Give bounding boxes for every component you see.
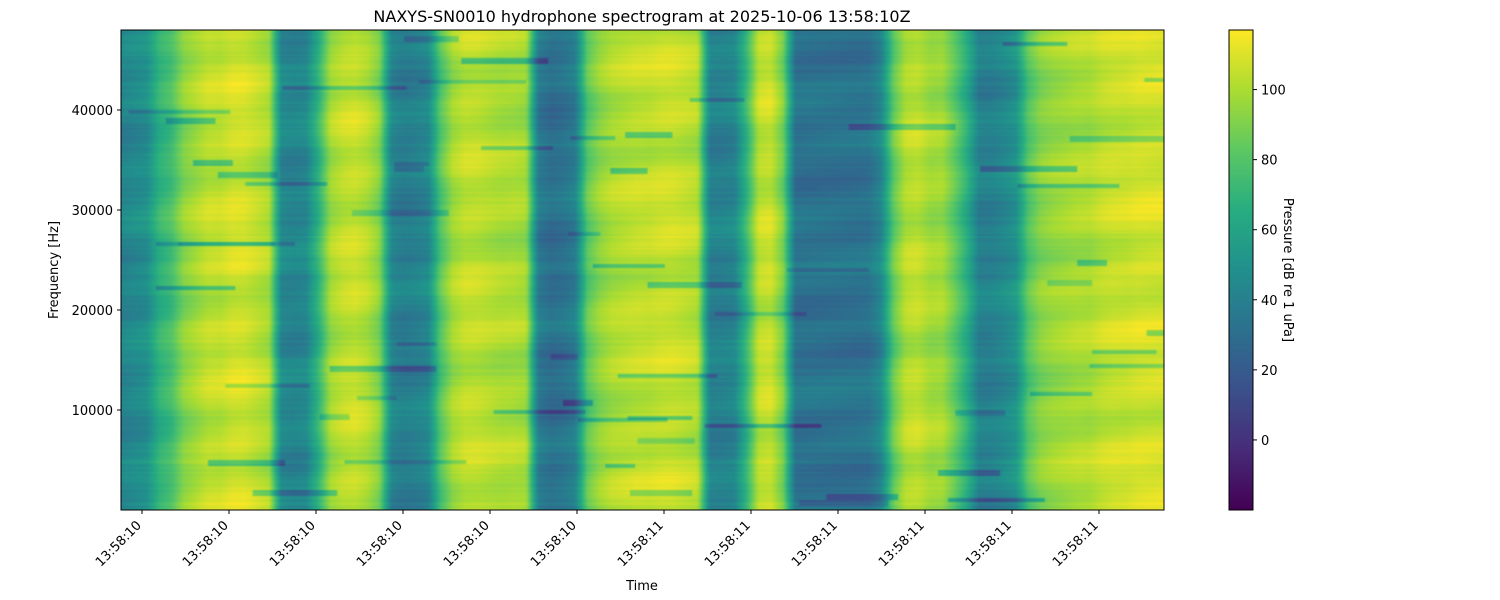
x-axis: 13:58:10 13:58:10 13:58:10 13:58:10 13:58:10…: [93, 510, 1102, 570]
y-tick-label: 40000: [72, 104, 113, 119]
x-tick-label: 13:58:11: [615, 518, 667, 570]
y-tick-label: 10000: [72, 404, 113, 419]
y-tick-label: 30000: [72, 204, 113, 219]
plot-frame: [120, 29, 1165, 511]
x-tick-label: 13:58:10: [180, 518, 232, 570]
colorbar-tick-label: 40: [1261, 294, 1278, 309]
x-tick-label: 13:58:10: [528, 518, 580, 570]
colorbar-tick-label: 100: [1261, 84, 1286, 99]
colorbar-frame: [1228, 29, 1254, 511]
y-axis: 10000 20000 30000 40000: [72, 104, 121, 419]
x-tick-label: 13:58:11: [789, 518, 841, 570]
x-tick-label: 13:58:11: [963, 518, 1015, 570]
spectrogram-heatmap: [121, 30, 1164, 510]
x-tick-label: 13:58:10: [354, 518, 406, 570]
x-tick-label: 13:58:10: [93, 518, 145, 570]
x-tick-label: 13:58:10: [267, 518, 319, 570]
colorbar: [1229, 30, 1253, 510]
x-tick-label: 13:58:11: [1050, 518, 1102, 570]
colorbar-tick-label: 20: [1261, 364, 1278, 379]
colorbar-label: Pressure [dB re 1 uPa]: [1280, 198, 1295, 342]
x-axis-label: Time: [625, 579, 658, 594]
colorbar-axis: 0 20 40 60 80 100: [1253, 84, 1286, 449]
colorbar-tick-label: 60: [1261, 224, 1278, 239]
y-tick-label: 20000: [72, 304, 113, 319]
chart-title: NAXYS-SN0010 hydrophone spectrogram at 2…: [373, 7, 910, 26]
colorbar-tick-label: 80: [1261, 154, 1278, 169]
x-tick-label: 13:58:10: [441, 518, 493, 570]
y-axis-label: Frequency [Hz]: [47, 221, 62, 319]
x-tick-label: 13:58:11: [876, 518, 928, 570]
x-tick-label: 13:58:11: [702, 518, 754, 570]
colorbar-tick-label: 0: [1261, 434, 1269, 449]
